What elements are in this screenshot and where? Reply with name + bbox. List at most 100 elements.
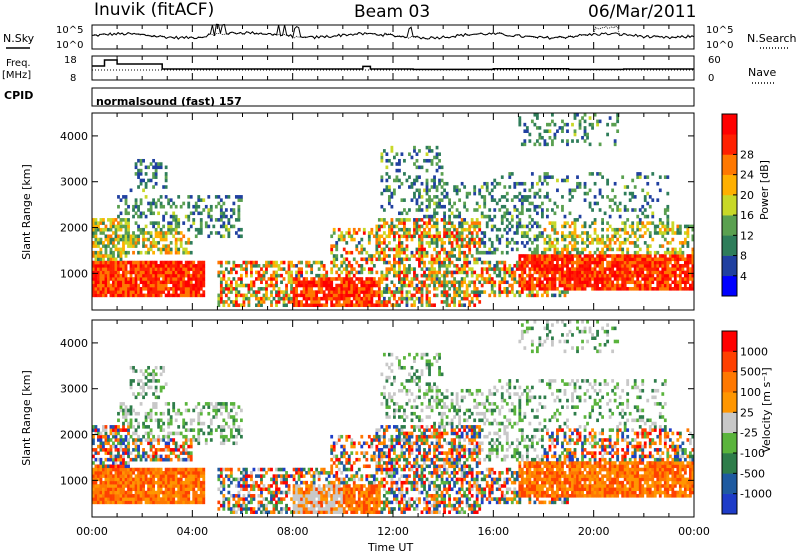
power-cell (355, 244, 359, 248)
power-cell (275, 300, 278, 304)
power-cell (159, 270, 163, 275)
power-cell (295, 264, 298, 268)
power-cell (295, 287, 298, 291)
power-cell (234, 283, 238, 288)
power-cell (473, 270, 477, 275)
power-cell (119, 218, 123, 222)
power-cell (518, 257, 522, 262)
power-cell (352, 296, 356, 301)
power-cell (189, 267, 193, 271)
velocity-cell (109, 487, 113, 492)
power-cell (124, 195, 128, 199)
velocity-cell (202, 490, 206, 495)
power-cell (192, 264, 196, 268)
power-cell (290, 270, 293, 275)
velocity-cell (129, 497, 133, 501)
power-cell (691, 227, 695, 232)
velocity-cell (114, 474, 118, 478)
power-cell (154, 280, 158, 285)
power-cell (606, 195, 610, 199)
power-cell (367, 303, 371, 308)
power-cell (596, 287, 599, 291)
velocity-cell (199, 500, 203, 505)
power-cell (563, 237, 567, 242)
power-cell (403, 227, 406, 232)
power-cell (257, 273, 261, 278)
power-cell (405, 283, 409, 288)
power-cell (418, 218, 421, 222)
power-cell (360, 237, 364, 242)
power-cell (498, 227, 502, 232)
power-cell (633, 185, 637, 189)
power-cell (355, 283, 359, 288)
velocity-cell (114, 454, 118, 459)
power-cell (262, 300, 266, 304)
power-cell (272, 296, 276, 301)
power-cell (94, 234, 98, 239)
power-cell (490, 224, 494, 229)
velocity-cell (189, 441, 193, 446)
power-cell (119, 277, 123, 281)
power-cell (192, 204, 196, 209)
power-cell (154, 234, 158, 239)
power-cell (119, 221, 123, 225)
power-cell (219, 290, 223, 294)
power-cell (648, 250, 652, 255)
power-cell (428, 145, 431, 150)
power-cell (124, 293, 128, 298)
power-cell (556, 188, 559, 193)
velocity-cell (97, 494, 100, 498)
power-cell (124, 250, 128, 255)
power-cell (443, 247, 446, 252)
power-cell (425, 300, 429, 304)
power-cell (603, 273, 607, 278)
power-cell (671, 227, 675, 232)
power-cell (199, 260, 203, 265)
velocity-cell (174, 431, 178, 436)
power-cell (533, 270, 537, 275)
power-cell (144, 267, 148, 271)
power-cell (503, 290, 507, 294)
power-cell (460, 227, 464, 232)
power-cell (94, 218, 98, 222)
power-cell (92, 293, 95, 298)
power-cell (623, 280, 627, 285)
velocity-cell (124, 461, 128, 465)
power-cell (393, 260, 396, 265)
velocity-cell (137, 471, 140, 475)
velocity-cell (117, 500, 120, 505)
power-cell (332, 293, 336, 298)
velocity-cell (139, 487, 143, 492)
velocity-cell (109, 428, 113, 432)
power-cell (621, 254, 625, 258)
velocity-cell (184, 480, 188, 485)
power-cell (224, 208, 228, 212)
velocity-cell (169, 480, 173, 485)
power-cell (330, 287, 334, 291)
power-cell (247, 300, 251, 304)
power-cell (423, 158, 426, 163)
velocity-cell (139, 494, 143, 498)
power-cell (443, 293, 446, 298)
power-cell (428, 290, 431, 294)
velocity-cell (202, 487, 206, 492)
velocity-cell (192, 490, 196, 495)
power-cell (425, 250, 429, 255)
power-cell (653, 231, 657, 235)
power-cell (197, 264, 201, 268)
velocity-cell (97, 431, 100, 436)
power-cell (533, 250, 537, 255)
power-cell (458, 247, 462, 252)
power-cell (648, 195, 652, 199)
power-cell (546, 191, 549, 196)
velocity-cell (149, 477, 153, 482)
power-cell (538, 231, 542, 235)
power-cell (425, 198, 429, 202)
power-cell (438, 277, 441, 281)
power-cell (563, 260, 567, 265)
power-cell (219, 260, 223, 265)
power-cell (643, 267, 647, 271)
power-cell (347, 264, 351, 268)
power-cell (192, 277, 196, 281)
power-cell (194, 270, 198, 275)
